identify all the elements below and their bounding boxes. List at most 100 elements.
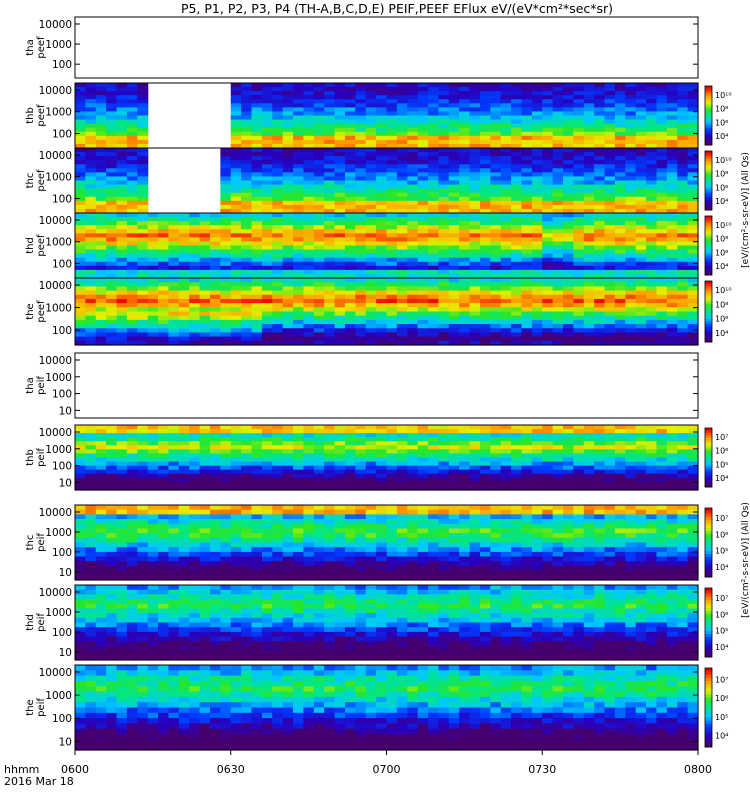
spectrogram-cell (552, 200, 564, 206)
spectrogram-cell (438, 213, 450, 218)
spectrogram-cell (85, 208, 97, 214)
spectrogram-cell (272, 282, 284, 287)
spectrogram-cell (500, 453, 512, 459)
spectrogram-cell (116, 188, 128, 194)
spectrogram-cell (376, 485, 388, 491)
spectrogram-cell (594, 87, 606, 92)
spectrogram-cell (178, 294, 190, 300)
spectrogram-cell (251, 253, 263, 259)
spectrogram-cell (324, 184, 336, 190)
spectrogram-cell (334, 278, 346, 283)
spectrogram-cell (677, 324, 689, 329)
spectrogram-cell (479, 188, 491, 194)
spectrogram-cell (168, 229, 180, 234)
spectrogram-cell (106, 547, 118, 553)
colorbar-swatch (705, 283, 712, 287)
spectrogram-cell (625, 115, 637, 121)
spectrogram-cell (417, 87, 429, 92)
spectrogram-cell (563, 273, 574, 279)
spectrogram-cell (95, 269, 107, 275)
spectrogram-cell (75, 433, 86, 438)
spectrogram-cell (563, 221, 574, 226)
spectrogram-cell (116, 437, 128, 442)
spectrogram-cell (116, 160, 128, 165)
spectrogram-cell (209, 282, 221, 287)
spectrogram-cell (241, 200, 253, 206)
spectrogram-cell (500, 445, 512, 450)
spectrogram-cell (552, 204, 564, 210)
spectrogram-cell (511, 176, 523, 182)
spectrogram-cell (344, 449, 356, 455)
spectrogram-cell (147, 519, 159, 525)
spectrogram-cell (542, 148, 554, 153)
spectrogram-cell (282, 148, 294, 153)
spectrogram-cell (469, 282, 481, 287)
spectrogram-cell (635, 233, 647, 238)
spectrogram-cell (75, 269, 86, 275)
spectrogram-cell (158, 509, 170, 515)
spectrogram-cell (334, 156, 346, 161)
spectrogram-cell (303, 332, 315, 338)
spectrogram-cell (635, 192, 647, 198)
spectrogram-cell (365, 176, 377, 182)
spectrogram-cell (209, 445, 221, 450)
spectrogram-cell (147, 303, 159, 308)
spectrogram-cell (500, 99, 512, 104)
spectrogram-cell (85, 200, 97, 206)
spectrogram-cell (272, 103, 284, 108)
spectrogram-cell (500, 282, 512, 287)
spectrogram-cell (334, 290, 346, 296)
spectrogram-cell (490, 143, 502, 149)
spectrogram-cell (396, 83, 408, 88)
spectrogram-cell (178, 241, 190, 247)
spectrogram-cell (428, 188, 440, 194)
spectrogram-cell (241, 115, 253, 121)
spectrogram-cell (147, 561, 159, 567)
spectrogram-cell (542, 257, 554, 263)
spectrogram-cell (687, 83, 699, 88)
spectrogram-cell (251, 324, 263, 329)
spectrogram-cell (199, 457, 211, 463)
spectrogram-cell (687, 311, 699, 317)
spectrogram-cell (604, 465, 616, 471)
spectrogram-cell (469, 445, 481, 450)
colorbar-swatch (705, 163, 712, 167)
spectrogram-cell (334, 237, 346, 243)
spectrogram-cell (313, 91, 325, 96)
spectrogram-cell (500, 449, 512, 455)
spectrogram-cell (396, 332, 408, 338)
spectrogram-cell (625, 237, 637, 243)
spectrogram-cell (563, 477, 574, 483)
spectrogram-cell (376, 340, 388, 346)
spectrogram-cell (85, 307, 97, 313)
spectrogram-cell (303, 286, 315, 292)
spectrogram-cell (583, 324, 595, 329)
spectrogram-cell (365, 307, 377, 313)
spectrogram-cell (469, 204, 481, 210)
spectrogram-cell (428, 477, 440, 483)
spectrogram-cell (438, 103, 450, 108)
spectrogram-cell (199, 445, 211, 450)
spectrogram-cell (604, 265, 616, 271)
spectrogram-cell (604, 481, 616, 487)
spectrogram-cell (230, 91, 242, 96)
y-tick-label: 1000 (45, 372, 72, 384)
spectrogram-cell (428, 160, 440, 165)
spectrogram-cell (511, 294, 523, 300)
spectrogram-cell (251, 225, 263, 230)
spectrogram-cell (95, 509, 107, 515)
spectrogram-cell (531, 103, 543, 108)
spectrogram-cell (500, 200, 512, 206)
spectrogram-cell (386, 168, 398, 173)
spectrogram-cell (324, 457, 336, 463)
spectrogram-cell (168, 245, 180, 251)
spectrogram-cell (552, 213, 564, 218)
spectrogram-cell (646, 433, 658, 438)
spectrogram-cell (106, 429, 118, 434)
spectrogram-cell (407, 200, 419, 206)
spectrogram-cell (137, 99, 149, 104)
spectrogram-cell (542, 229, 554, 234)
spectrogram-cell (293, 311, 305, 317)
spectrogram-cell (272, 168, 284, 173)
spectrogram-cell (677, 233, 689, 238)
